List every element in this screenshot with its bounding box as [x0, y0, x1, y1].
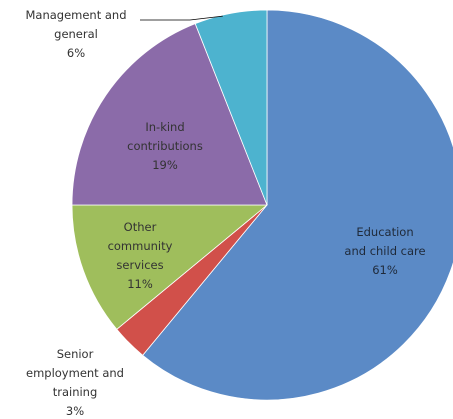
pie-slice-0 — [142, 9, 453, 401]
pie-slice-2 — [71, 204, 269, 330]
slice-label-3: In-kind contributions 19% — [127, 120, 203, 172]
slice-percent: 11% — [127, 277, 153, 291]
pie-slices — [71, 9, 453, 401]
leader-line-management — [140, 15, 223, 21]
slice-label-line: and child care — [344, 244, 425, 258]
slice-label-2: Other community services 11% — [108, 220, 173, 291]
slice-label-line: community — [108, 239, 173, 253]
slice-label-line: Senior — [57, 347, 94, 361]
slice-label-line: services — [116, 258, 163, 272]
slice-label-line: general — [54, 27, 98, 41]
pie-slice-3 — [71, 23, 268, 206]
leader-lines — [140, 15, 223, 21]
slice-labels: Education and child care 61% Senior employme… — [25, 8, 425, 418]
slice-label-line: Education — [356, 225, 413, 239]
slice-label-line: Other — [124, 220, 157, 234]
slice-percent: 61% — [372, 263, 398, 277]
slice-label-1: Senior employment and training 3% — [26, 347, 124, 418]
slice-label-line: Management and — [25, 8, 126, 22]
slice-label-line: employment and — [26, 366, 124, 380]
slice-label-0: Education and child care 61% — [344, 225, 425, 277]
slice-label-line: contributions — [127, 139, 203, 153]
slice-label-line: training — [53, 385, 98, 399]
slice-percent: 3% — [66, 404, 84, 418]
pie-slice-4 — [194, 9, 268, 206]
slice-percent: 19% — [152, 158, 178, 172]
slice-percent: 6% — [67, 46, 85, 60]
slice-label-4: Management and general 6% — [25, 8, 126, 60]
slice-label-line: In-kind — [145, 120, 184, 134]
